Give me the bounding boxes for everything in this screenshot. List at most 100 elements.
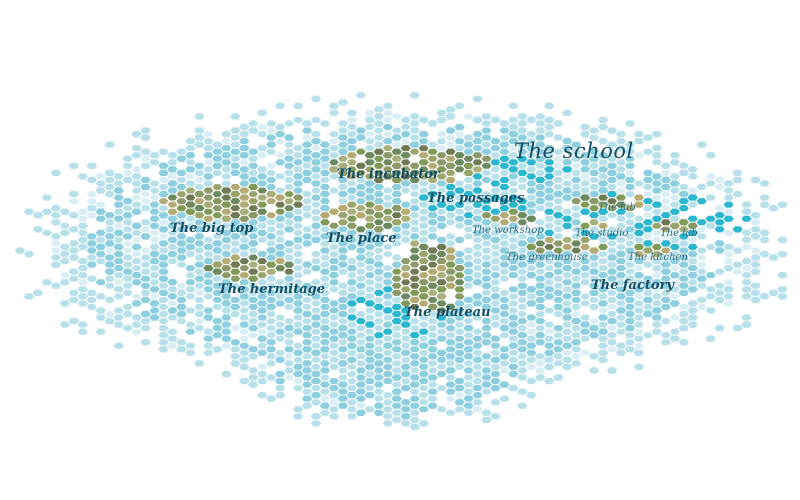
water-hex bbox=[534, 366, 547, 375]
water-hex bbox=[560, 362, 574, 371]
water-hex bbox=[238, 327, 251, 336]
land-hex bbox=[256, 186, 269, 195]
water-hex bbox=[570, 331, 583, 340]
water-hex bbox=[471, 250, 484, 258]
water-hex bbox=[346, 370, 358, 378]
water-hex bbox=[605, 175, 619, 184]
water-hex bbox=[345, 348, 358, 357]
land-hex bbox=[211, 211, 224, 220]
water-hex bbox=[121, 281, 134, 290]
water-hex bbox=[193, 296, 206, 304]
land-hex bbox=[632, 200, 645, 209]
water-hex bbox=[390, 352, 403, 361]
water-hex bbox=[301, 225, 313, 234]
water-hex bbox=[238, 299, 251, 308]
water-hex bbox=[354, 366, 367, 375]
land-hex bbox=[426, 296, 439, 304]
land-hex bbox=[247, 204, 260, 212]
water-hex bbox=[363, 391, 377, 400]
water-hex bbox=[103, 296, 116, 304]
water-hex bbox=[103, 218, 116, 227]
water-hex bbox=[426, 225, 439, 234]
water-hex bbox=[435, 405, 448, 414]
water-hex bbox=[318, 197, 332, 206]
water-hex bbox=[704, 179, 717, 188]
land-hex bbox=[265, 211, 277, 219]
water-hex bbox=[166, 341, 179, 350]
water-hex bbox=[363, 137, 376, 145]
water-hex bbox=[480, 253, 493, 262]
water-hex bbox=[301, 352, 313, 361]
water-hex bbox=[623, 190, 636, 198]
water-hex bbox=[507, 356, 520, 364]
water-hex bbox=[274, 229, 287, 237]
water-hex bbox=[551, 119, 565, 128]
water-hex bbox=[310, 306, 322, 315]
water-hex bbox=[139, 324, 152, 333]
water-hex bbox=[623, 161, 637, 170]
water-hex bbox=[552, 133, 565, 142]
land-hex bbox=[659, 225, 672, 234]
water-hex bbox=[597, 250, 609, 258]
water-hex bbox=[175, 345, 188, 354]
water-hex bbox=[139, 225, 152, 234]
land-hex bbox=[381, 144, 394, 152]
water-hex bbox=[256, 377, 269, 385]
water-hex bbox=[776, 292, 789, 301]
water-hex bbox=[632, 362, 646, 371]
water-hex bbox=[166, 299, 179, 308]
water-hex bbox=[130, 250, 143, 258]
land-hex bbox=[435, 306, 448, 315]
label-the-studio: The studio bbox=[575, 228, 629, 239]
water-hex bbox=[444, 105, 457, 114]
water-hex bbox=[49, 232, 63, 241]
water-hex bbox=[453, 320, 466, 329]
water-hex bbox=[364, 306, 376, 315]
label-the-big-top: The big top bbox=[170, 221, 254, 236]
water-hex bbox=[175, 317, 188, 325]
water-hex bbox=[112, 341, 125, 350]
water-hex bbox=[462, 380, 475, 389]
water-hex bbox=[355, 338, 367, 346]
land-hex bbox=[247, 190, 260, 198]
water-hex bbox=[471, 363, 484, 371]
land-hex bbox=[166, 193, 179, 202]
label-the-kitchen: The kitchen bbox=[628, 252, 688, 263]
water-hex bbox=[372, 338, 385, 346]
land-hex bbox=[444, 274, 457, 283]
land-hex bbox=[408, 289, 421, 297]
water-hex bbox=[184, 320, 197, 329]
water-hex bbox=[695, 246, 708, 255]
land-hex bbox=[175, 204, 188, 213]
water-hex bbox=[372, 345, 385, 354]
water-hex bbox=[255, 108, 269, 117]
water-hex bbox=[516, 401, 529, 410]
land-hex bbox=[220, 271, 233, 279]
water-hex bbox=[615, 229, 627, 237]
water-hex bbox=[31, 211, 45, 220]
water-hex bbox=[615, 222, 627, 230]
water-hex bbox=[319, 352, 331, 361]
water-hex bbox=[516, 296, 529, 304]
water-hex bbox=[363, 278, 376, 287]
water-hex bbox=[49, 211, 63, 220]
land-hex bbox=[256, 200, 269, 209]
water-hex bbox=[139, 204, 152, 212]
water-hex bbox=[498, 183, 511, 191]
water-hex bbox=[579, 172, 591, 181]
water-hex bbox=[435, 137, 448, 145]
water-hex bbox=[292, 165, 304, 174]
water-hex bbox=[85, 274, 98, 283]
water-hex bbox=[552, 296, 565, 304]
water-hex bbox=[686, 172, 699, 181]
water-hex bbox=[722, 264, 735, 273]
land-hex bbox=[372, 204, 385, 213]
water-hex bbox=[103, 246, 116, 255]
water-hex bbox=[139, 260, 152, 269]
land-hex bbox=[256, 193, 269, 202]
water-hex bbox=[426, 401, 439, 410]
water-hex bbox=[471, 299, 484, 308]
land-hex bbox=[426, 267, 439, 276]
water-hex bbox=[175, 253, 188, 262]
water-hex bbox=[130, 257, 143, 265]
